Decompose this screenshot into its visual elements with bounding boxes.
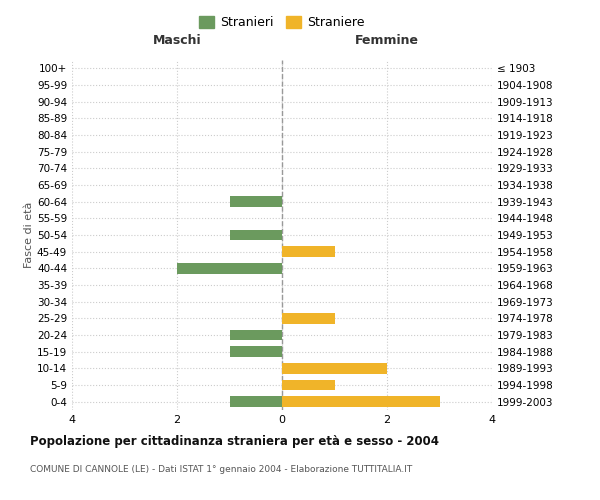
Text: Maschi: Maschi xyxy=(152,34,202,46)
Bar xyxy=(282,363,387,374)
Bar xyxy=(229,396,282,407)
Bar xyxy=(229,230,282,240)
Bar xyxy=(282,246,335,257)
Bar xyxy=(282,380,335,390)
Bar xyxy=(229,346,282,357)
Text: Femmine: Femmine xyxy=(355,34,419,46)
Bar xyxy=(282,396,439,407)
Bar xyxy=(177,263,282,274)
Bar xyxy=(229,196,282,207)
Text: COMUNE DI CANNOLE (LE) - Dati ISTAT 1° gennaio 2004 - Elaborazione TUTTITALIA.IT: COMUNE DI CANNOLE (LE) - Dati ISTAT 1° g… xyxy=(30,465,412,474)
Legend: Stranieri, Straniere: Stranieri, Straniere xyxy=(194,11,370,34)
Bar xyxy=(229,330,282,340)
Y-axis label: Fasce di età: Fasce di età xyxy=(24,202,34,268)
Text: Popolazione per cittadinanza straniera per età e sesso - 2004: Popolazione per cittadinanza straniera p… xyxy=(30,435,439,448)
Bar xyxy=(282,313,335,324)
